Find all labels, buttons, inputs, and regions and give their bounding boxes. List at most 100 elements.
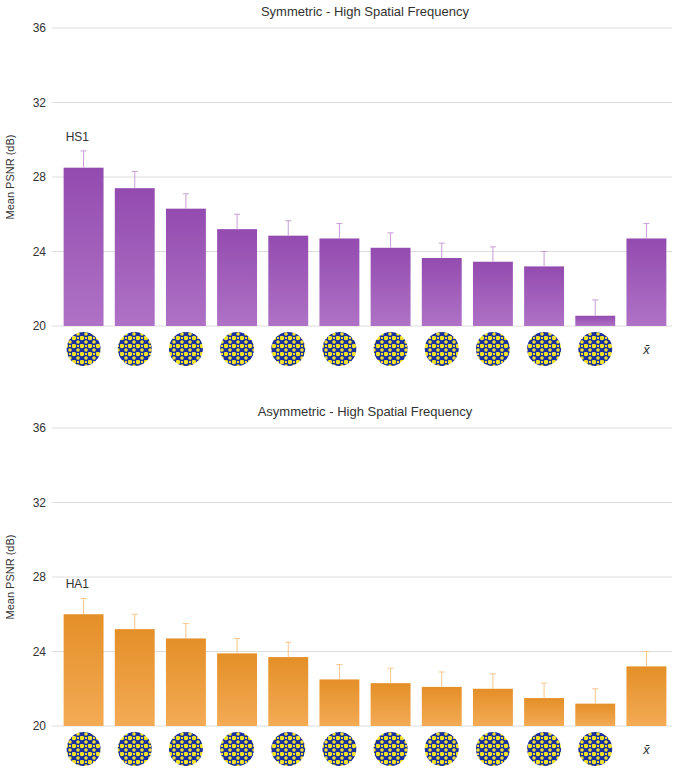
tick-label: 32: [33, 496, 47, 510]
pattern-icon: [425, 332, 459, 366]
error-cap: [388, 668, 394, 669]
error-stem: [492, 247, 493, 262]
error-cap: [234, 638, 240, 639]
pattern-icon: [67, 732, 101, 766]
pattern-icon: [271, 732, 305, 766]
error-stem: [390, 668, 391, 683]
error-bar: [183, 194, 189, 209]
tick-label: 28: [33, 570, 47, 584]
error-bar: [643, 224, 649, 239]
pattern-icon: [220, 732, 254, 766]
error-stem: [83, 598, 84, 614]
error-cap: [132, 171, 138, 172]
error-stem: [646, 224, 647, 239]
error-stem: [237, 214, 238, 229]
error-stem: [390, 233, 391, 248]
bar: [473, 262, 513, 326]
bar: [115, 188, 155, 326]
error-bar: [541, 252, 547, 267]
error-bar: [388, 233, 394, 248]
error-stem: [441, 243, 442, 258]
pattern-icon: [322, 332, 356, 366]
pattern-icon: [374, 732, 408, 766]
bar: [371, 683, 411, 726]
category-label: x̄: [642, 342, 650, 357]
error-bar: [336, 665, 342, 680]
error-stem: [83, 151, 84, 168]
chart-title: Symmetric - High Spatial Frequency: [261, 4, 470, 19]
error-cap: [336, 664, 342, 665]
panel: Symmetric - High Spatial Frequency Mean P…: [4, 4, 672, 366]
error-bar: [541, 683, 547, 698]
error-bar: [439, 243, 445, 258]
error-bar: [183, 624, 189, 639]
error-stem: [595, 300, 596, 316]
bar: [575, 316, 615, 326]
error-cap: [388, 232, 394, 233]
tick-label: 36: [33, 421, 47, 435]
error-stem: [544, 252, 545, 267]
error-cap: [183, 193, 189, 194]
error-bar: [336, 224, 342, 239]
error-bar: [490, 674, 496, 689]
error-bar: [439, 672, 445, 687]
error-bar: [490, 247, 496, 262]
error-cap: [234, 214, 240, 215]
pattern-icon: [67, 332, 101, 366]
pattern-icon: [220, 332, 254, 366]
error-bar: [643, 652, 649, 667]
pattern-icon: [118, 332, 152, 366]
error-cap: [643, 651, 649, 652]
pattern-icon: [322, 732, 356, 766]
bar: [524, 266, 564, 326]
figure: Symmetric - High Spatial Frequency Mean P…: [0, 0, 678, 777]
grid-line: [52, 28, 672, 29]
error-cap: [285, 220, 291, 221]
error-bar: [81, 598, 87, 614]
category-label: x̄: [642, 742, 650, 757]
pattern-icon: [374, 332, 408, 366]
marks: [64, 598, 667, 726]
bar: [473, 689, 513, 726]
grid-line: [52, 502, 672, 503]
pattern-icon: [425, 732, 459, 766]
grid-line: [52, 177, 672, 178]
error-stem: [441, 672, 442, 687]
error-stem: [134, 614, 135, 629]
error-stem: [339, 224, 340, 239]
error-bar: [388, 668, 394, 683]
bar: [371, 248, 411, 326]
bar: [166, 209, 206, 326]
error-stem: [544, 683, 545, 698]
error-stem: [185, 624, 186, 639]
bar: [217, 229, 257, 326]
error-cap: [592, 688, 598, 689]
error-cap: [439, 671, 445, 672]
axis-title: Mean PSNR (dB): [4, 535, 16, 620]
error-stem: [185, 194, 186, 209]
bar: [217, 653, 257, 726]
axis-title: Mean PSNR (dB): [4, 135, 16, 220]
pattern-icon: [169, 332, 203, 366]
error-cap: [592, 299, 598, 300]
tick-label: 28: [33, 170, 47, 184]
marks: [64, 151, 667, 326]
bar: [64, 168, 104, 326]
tick-label: 24: [33, 245, 47, 259]
error-cap: [490, 246, 496, 247]
error-bar: [234, 638, 240, 653]
error-cap: [132, 614, 138, 615]
chart-title: Asymmetric - High Spatial Frequency: [258, 404, 473, 419]
bar: [422, 258, 462, 326]
bar: [626, 666, 666, 726]
error-stem: [492, 674, 493, 689]
error-bar: [81, 151, 87, 168]
bar: [115, 629, 155, 726]
annotation: HS1: [66, 130, 90, 144]
bar: [166, 638, 206, 726]
error-stem: [134, 171, 135, 188]
bar: [626, 238, 666, 326]
tick-label: 24: [33, 645, 47, 659]
panel: Asymmetric - High Spatial Frequency Mean …: [4, 404, 672, 766]
error-bar: [285, 221, 291, 236]
